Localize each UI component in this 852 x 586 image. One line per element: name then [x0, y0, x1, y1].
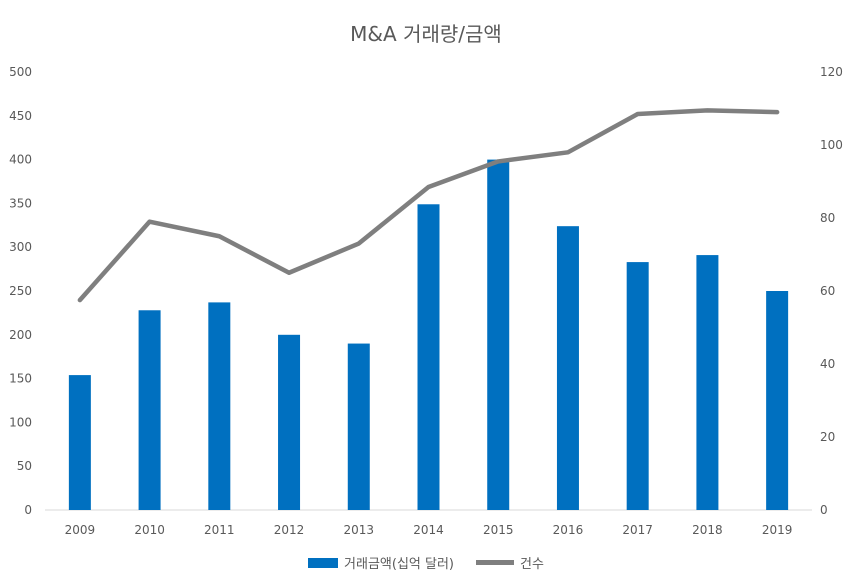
bar-2017: [626, 262, 649, 510]
y-right-tick-label: 40: [820, 357, 835, 371]
x-tick-label: 2016: [553, 523, 584, 537]
x-tick-label: 2010: [134, 523, 165, 537]
bar-2015: [487, 159, 510, 510]
x-tick-label: 2011: [204, 523, 235, 537]
legend-label-amount: 거래금액(십억 달러): [344, 557, 455, 572]
y-left-tick-label: 500: [9, 65, 32, 79]
x-tick-label: 2014: [413, 523, 444, 537]
bar-2014: [417, 204, 440, 510]
y-left-tick-label: 350: [9, 196, 32, 210]
bar-2010: [138, 310, 161, 510]
legend-swatch-amount: [308, 557, 339, 568]
legend-label-count: 건수: [520, 557, 544, 572]
bar-2011: [208, 302, 231, 510]
bar-2013: [347, 343, 370, 510]
y-left-tick-label: 150: [9, 372, 32, 386]
x-tick-label: 2017: [622, 523, 653, 537]
y-right-tick-label: 100: [820, 138, 843, 152]
bar-2018: [696, 255, 719, 510]
y-left-tick-label: 250: [9, 284, 32, 298]
x-tick-label: 2019: [762, 523, 793, 537]
y-right-tick-label: 0: [820, 503, 828, 517]
legend-swatch-count: [476, 560, 515, 565]
y-left-tick-label: 400: [9, 153, 32, 167]
y-left-tick-label: 450: [9, 109, 32, 123]
y-right-tick-label: 60: [820, 284, 835, 298]
y-left-tick-label: 50: [17, 459, 32, 473]
x-tick-label: 2018: [692, 523, 723, 537]
y-right-tick-label: 20: [820, 430, 835, 444]
bar-2012: [278, 334, 301, 510]
y-left-tick-label: 300: [9, 240, 32, 254]
y-left-tick-label: 100: [9, 415, 32, 429]
x-tick-label: 2013: [343, 523, 374, 537]
x-tick-label: 2015: [483, 523, 514, 537]
x-tick-label: 2009: [65, 523, 96, 537]
legend-item-count: 건수: [476, 553, 544, 572]
y-left-tick-label: 200: [9, 328, 32, 342]
y-left-tick-label: 0: [24, 503, 32, 517]
legend: 거래금액(십억 달러) 건수: [0, 553, 852, 572]
y-right-tick-label: 120: [820, 65, 843, 79]
chart-title: M&A 거래량/금액: [350, 22, 502, 46]
bar-2009: [68, 375, 91, 510]
bar-2016: [556, 226, 579, 510]
x-tick-label: 2012: [274, 523, 305, 537]
y-right-tick-label: 80: [820, 211, 835, 225]
legend-item-amount: 거래금액(십억 달러): [308, 553, 454, 572]
bar-2019: [766, 291, 789, 510]
